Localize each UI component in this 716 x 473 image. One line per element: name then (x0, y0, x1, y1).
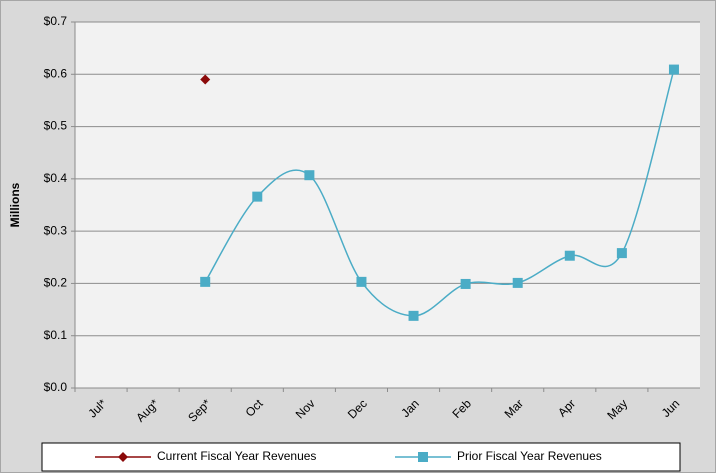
legend-marker (418, 452, 428, 462)
y-tick-label: $0.3 (44, 223, 68, 237)
plot-area (75, 22, 700, 388)
marker (356, 276, 367, 287)
y-tick-label: $0.1 (44, 328, 68, 342)
series-line (204, 69, 675, 317)
y-tick-label: $0.2 (44, 276, 68, 290)
y-tick-label: $0.5 (44, 119, 68, 133)
y-axis-label: Millions (8, 182, 22, 227)
marker (304, 170, 315, 181)
legend-label: Prior Fiscal Year Revenues (457, 449, 602, 463)
marker (668, 64, 679, 75)
marker (616, 248, 627, 259)
marker (512, 277, 523, 288)
legend-marker (118, 452, 128, 462)
marker (200, 74, 211, 85)
y-tick-label: $0.0 (44, 380, 68, 394)
marker (408, 310, 419, 321)
y-tick-label: $0.6 (44, 66, 68, 80)
legend-label: Current Fiscal Year Revenues (157, 449, 316, 463)
marker (460, 278, 471, 289)
y-tick-label: $0.7 (44, 14, 68, 28)
marker (564, 250, 575, 261)
marker (200, 276, 211, 287)
marker (252, 191, 263, 202)
y-tick-label: $0.4 (44, 171, 68, 185)
